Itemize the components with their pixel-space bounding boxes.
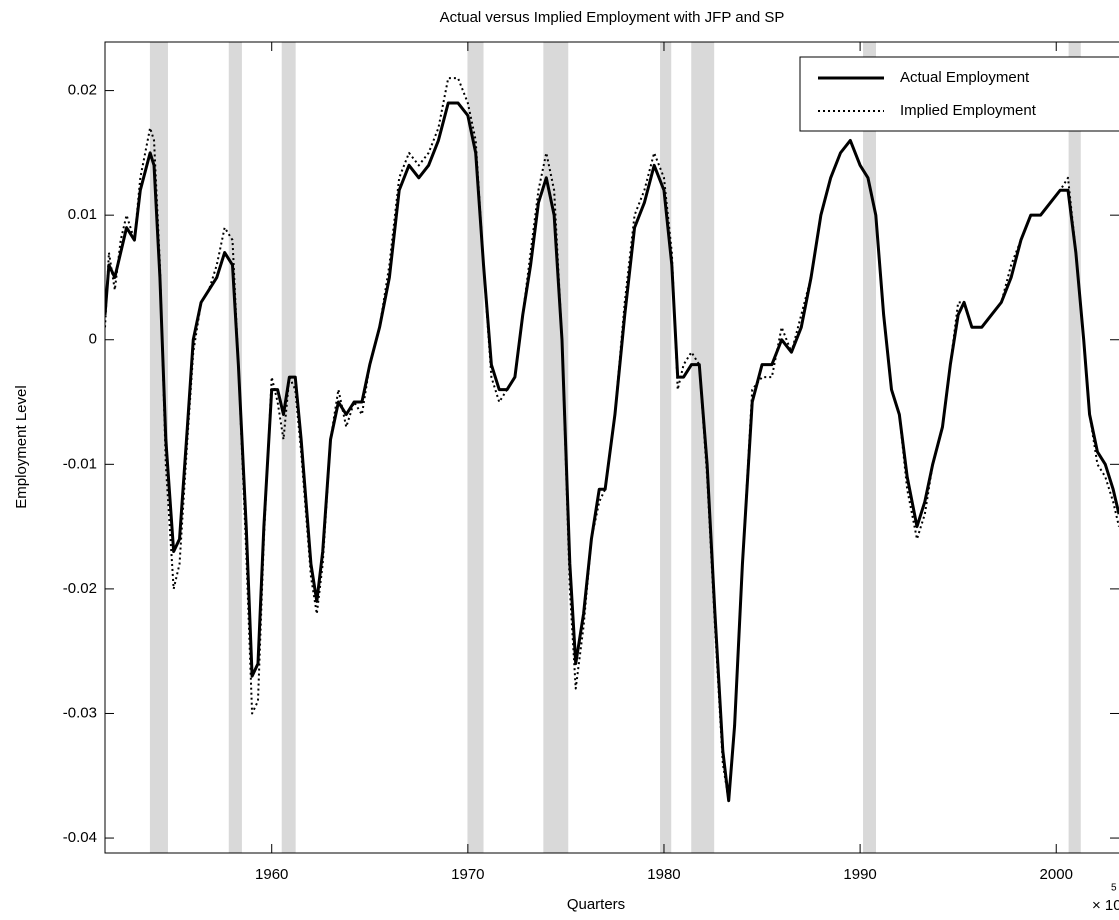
x-tick-label: 2000 <box>1040 866 1073 883</box>
y-tick-label: -0.02 <box>63 580 97 597</box>
x-tick-label: 1990 <box>843 866 876 883</box>
x-exponent: 5 <box>1111 883 1117 894</box>
legend: Actual Employment Implied Employment <box>799 56 1119 132</box>
chart-title: Actual versus Implied Employment with JF… <box>440 9 785 26</box>
recession-band <box>863 42 876 853</box>
y-tick-label: -0.03 <box>63 704 97 721</box>
recession-band <box>660 42 672 853</box>
x-tick-label: 1970 <box>451 866 484 883</box>
y-tick-label: 0.01 <box>68 206 97 223</box>
legend-label: Actual Employment <box>900 69 1030 86</box>
x-multiplier: × 10 <box>1092 897 1119 914</box>
x-axis-label: Quarters <box>567 896 625 913</box>
y-tick-label: -0.04 <box>63 829 97 846</box>
recession-band <box>228 42 242 853</box>
recession-band <box>691 42 715 853</box>
recession-band <box>149 42 168 853</box>
x-tick-label: 1980 <box>647 866 680 883</box>
y-tick-label: 0 <box>89 331 97 348</box>
plot-lines <box>105 77 1119 803</box>
recession-band <box>467 42 484 853</box>
axes-box <box>104 41 1119 854</box>
y-tick-label: 0.02 <box>68 82 97 99</box>
y-axis-label: Employment Level <box>13 385 30 508</box>
recession-band <box>1068 42 1081 853</box>
recession-band <box>281 42 296 853</box>
legend-label: Implied Employment <box>900 102 1037 119</box>
actual-line <box>105 101 1119 803</box>
legend-box <box>799 56 1119 132</box>
y-tick-label: -0.01 <box>63 455 97 472</box>
x-tick-label: 1960 <box>255 866 288 883</box>
ticks: -0.04 -0.03 -0.02 -0.01 0 0.01 0.02 1960 1970 198… <box>63 42 1119 883</box>
